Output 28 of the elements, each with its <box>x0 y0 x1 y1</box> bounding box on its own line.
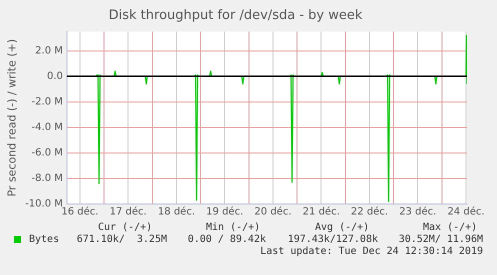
y-tick-label: -10.0 M <box>25 198 63 210</box>
text: 197.43k/127.08k <box>288 234 378 245</box>
text: 30.52M/ 11.96M <box>398 234 483 245</box>
text: 671.10k/ 3.25M <box>76 234 167 245</box>
x-tick-label: 23 déc. <box>399 206 436 218</box>
x-tick-label: 17 déc. <box>110 206 147 218</box>
y-tick-label: 2.0 M <box>35 45 63 56</box>
x-tick-label: 22 déc. <box>350 206 388 218</box>
text: Min (-/+) <box>206 222 260 233</box>
legend-label: Bytes <box>29 234 60 245</box>
y-axis-title: Pr second read (-) / write (+) <box>5 38 18 197</box>
y-tick-label: -4.0 M <box>32 122 63 133</box>
x-tick-label: 18 déc. <box>158 206 196 218</box>
text: Max (-/+) <box>423 222 478 233</box>
x-tick-label: 16 déc. <box>61 206 98 218</box>
y-tick-label: -2.0 M <box>32 96 63 108</box>
text: 0.00 / 89.42k <box>188 234 266 245</box>
text: Cur (-/+) <box>98 222 152 233</box>
y-tick-label: -6.0 M <box>32 148 63 159</box>
x-tick-label: 21 déc. <box>302 206 340 218</box>
x-tick-label: 20 déc. <box>254 206 292 218</box>
y-tick-label: -8.0 M <box>32 173 63 184</box>
y-tick-label: 0.0 <box>46 70 63 82</box>
chart-title: Disk throughput for /dev/sda - by week <box>108 8 363 24</box>
text: Avg (-/+) <box>315 222 370 233</box>
x-tick-label: 24 déc. <box>447 206 485 218</box>
x-tick-label: 19 déc. <box>206 206 244 218</box>
text: Last update: Tue Dec 24 12:30:14 2019 <box>260 246 483 257</box>
